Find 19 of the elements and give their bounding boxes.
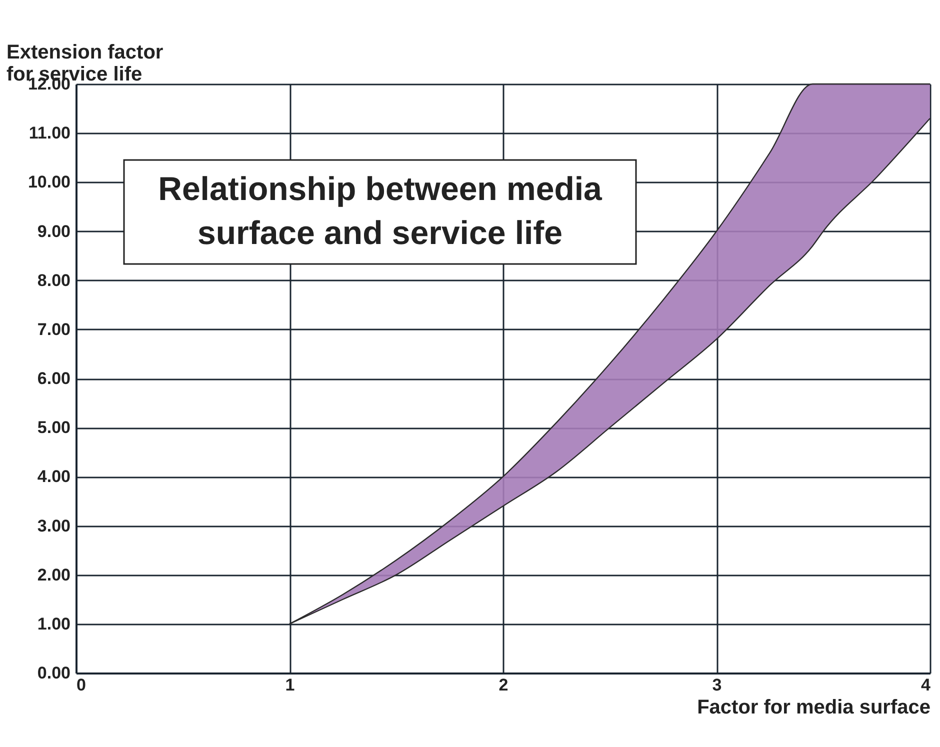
x-tick-label: 2 xyxy=(498,676,508,694)
x-tick-label: 4 xyxy=(921,676,932,694)
y-tick-label: 7.00 xyxy=(37,320,70,339)
x-axis-title: Factor for media surface xyxy=(697,696,930,718)
y-tick-label: 0.00 xyxy=(37,664,70,682)
y-tick-label: 3.00 xyxy=(37,516,70,536)
y-tick-label: 6.00 xyxy=(37,369,70,388)
x-tick-label: 3 xyxy=(712,676,722,694)
y-tick-label: 9.00 xyxy=(37,222,70,241)
text: Relationship between media surface and service life xyxy=(158,170,603,251)
y-tick-label: 4.00 xyxy=(37,467,70,486)
x-tick-label: 0 xyxy=(76,676,86,694)
x-tick-label: 1 xyxy=(285,676,295,694)
y-tick-label: 5.00 xyxy=(37,418,70,438)
y-tick-label: 1.00 xyxy=(37,614,70,634)
y-tick-label: 8.00 xyxy=(37,270,70,290)
y-tick-label: 2.00 xyxy=(37,565,70,584)
y-tick-label: 10.00 xyxy=(28,172,70,192)
y-tick-label: 11.00 xyxy=(28,124,70,143)
